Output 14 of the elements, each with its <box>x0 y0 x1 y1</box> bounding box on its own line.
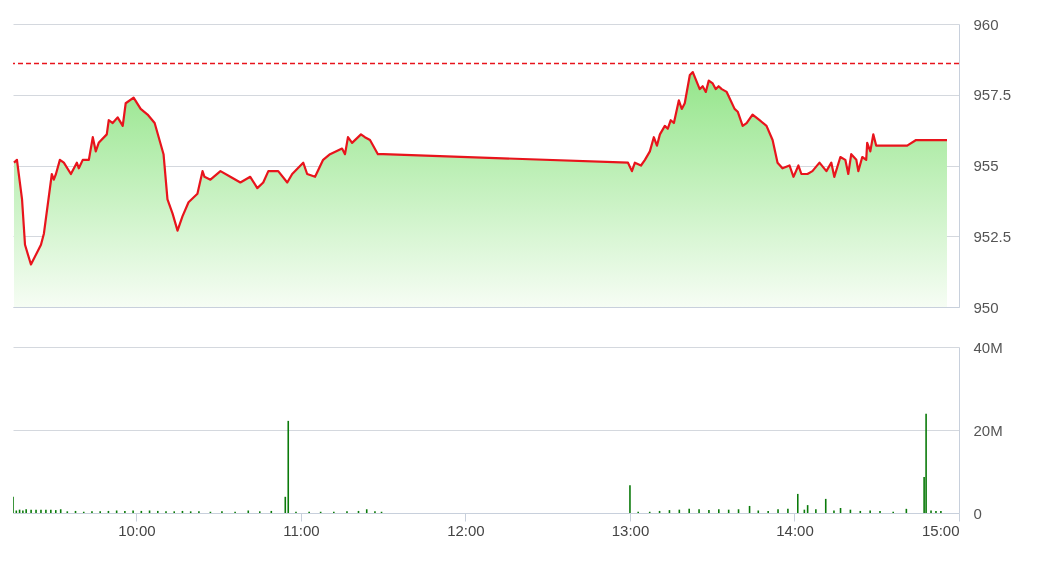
x-tick-label: 15:00 <box>921 521 960 539</box>
x-tick-label: 10:00 <box>118 521 156 539</box>
x-tick-label: 12:00 <box>447 521 485 539</box>
y-tick-label: 960 <box>973 15 999 33</box>
x-tick-label: 11:00 <box>283 521 320 539</box>
y-tick-label: 952.5 <box>973 227 1012 245</box>
x-tick-label: 14:00 <box>776 521 814 539</box>
y-tick-label: 950 <box>973 298 999 316</box>
y-tick-label: 0 <box>973 504 982 522</box>
y-tick-label: 20M <box>973 421 1003 439</box>
y-tick-label: 40M <box>973 338 1003 356</box>
y-tick-label: 957.5 <box>973 86 1012 104</box>
y-tick-label: 955 <box>973 157 999 174</box>
x-tick-label: 13:00 <box>611 521 650 539</box>
